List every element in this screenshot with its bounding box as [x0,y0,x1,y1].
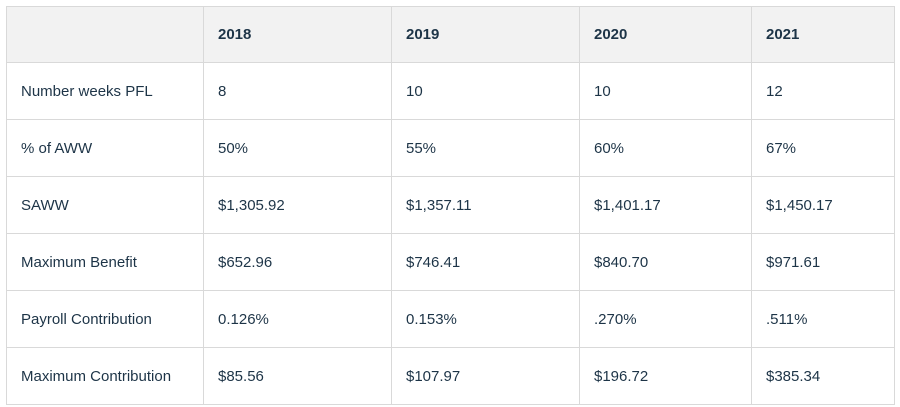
column-header-2021: 2021 [751,6,895,63]
table-cell: .270% [579,290,752,348]
table-cell: 55% [391,119,580,177]
table-cell: $971.61 [751,233,895,291]
table-cell: $107.97 [391,347,580,405]
row-label: SAWW [6,176,204,234]
table-cell: $1,450.17 [751,176,895,234]
table-cell: 50% [203,119,392,177]
table-cell: 12 [751,62,895,120]
row-label: Maximum Contribution [6,347,204,405]
table-cell: $85.56 [203,347,392,405]
pfl-table: 2018 2019 2020 2021 Number weeks PFL 8 1… [6,6,895,405]
column-header-2018: 2018 [203,6,392,63]
table-cell: 0.153% [391,290,580,348]
column-header-2020: 2020 [579,6,752,63]
column-header-2019: 2019 [391,6,580,63]
table-cell: $840.70 [579,233,752,291]
row-label: Maximum Benefit [6,233,204,291]
table-cell: $652.96 [203,233,392,291]
row-label: Number weeks PFL [6,62,204,120]
table-cell: $1,305.92 [203,176,392,234]
table-row: Maximum Benefit $652.96 $746.41 $840.70 … [6,233,895,291]
table-cell: 8 [203,62,392,120]
table-cell: 67% [751,119,895,177]
table-cell: .511% [751,290,895,348]
pfl-table-container: 2018 2019 2020 2021 Number weeks PFL 8 1… [6,6,895,405]
table-row: % of AWW 50% 55% 60% 67% [6,119,895,177]
table-cell: 60% [579,119,752,177]
table-cell: $1,401.17 [579,176,752,234]
table-cell: 0.126% [203,290,392,348]
row-label: % of AWW [6,119,204,177]
table-cell: 10 [391,62,580,120]
table-row: Number weeks PFL 8 10 10 12 [6,62,895,120]
table-row: Maximum Contribution $85.56 $107.97 $196… [6,347,895,405]
table-row: SAWW $1,305.92 $1,357.11 $1,401.17 $1,45… [6,176,895,234]
table-cell: 10 [579,62,752,120]
row-label: Payroll Contribution [6,290,204,348]
table-cell: $1,357.11 [391,176,580,234]
table-cell: $385.34 [751,347,895,405]
table-cell: $196.72 [579,347,752,405]
table-cell: $746.41 [391,233,580,291]
table-header-row: 2018 2019 2020 2021 [6,6,895,63]
column-header-empty [6,6,204,63]
table-row: Payroll Contribution 0.126% 0.153% .270%… [6,290,895,348]
